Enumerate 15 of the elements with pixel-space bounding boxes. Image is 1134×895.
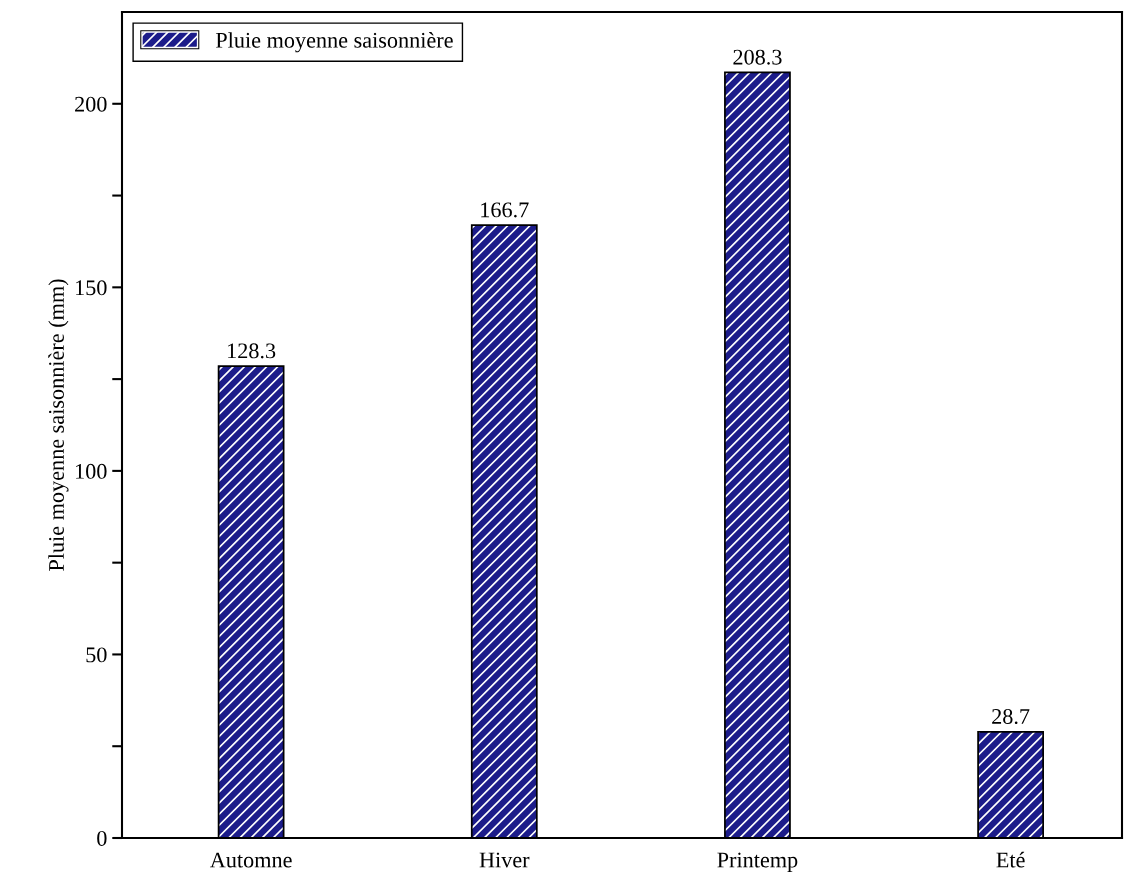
y-tick-label: 0 — [97, 830, 107, 846]
x-tick-label: Printemp — [717, 852, 798, 873]
y-tick-label: 200 — [75, 96, 107, 112]
y-axis-title: Pluie moyenne saisonnière (mm) — [48, 279, 69, 571]
y-tick-label: 100 — [76, 463, 107, 479]
y-tick-label: 50 — [86, 647, 107, 663]
data-label: 28.7 — [992, 708, 1030, 725]
data-label: 208.3 — [733, 49, 782, 65]
data-label: 166.7 — [481, 202, 529, 218]
x-tick-label: Automne — [209, 852, 292, 868]
legend-label: Pluie moyenne saisonnière — [215, 32, 453, 53]
x-tick-label: Eté — [996, 851, 1025, 868]
data-label: 128.3 — [228, 343, 276, 359]
y-tick-label: 150 — [76, 280, 107, 296]
x-tick-label: Hiver — [479, 852, 530, 868]
